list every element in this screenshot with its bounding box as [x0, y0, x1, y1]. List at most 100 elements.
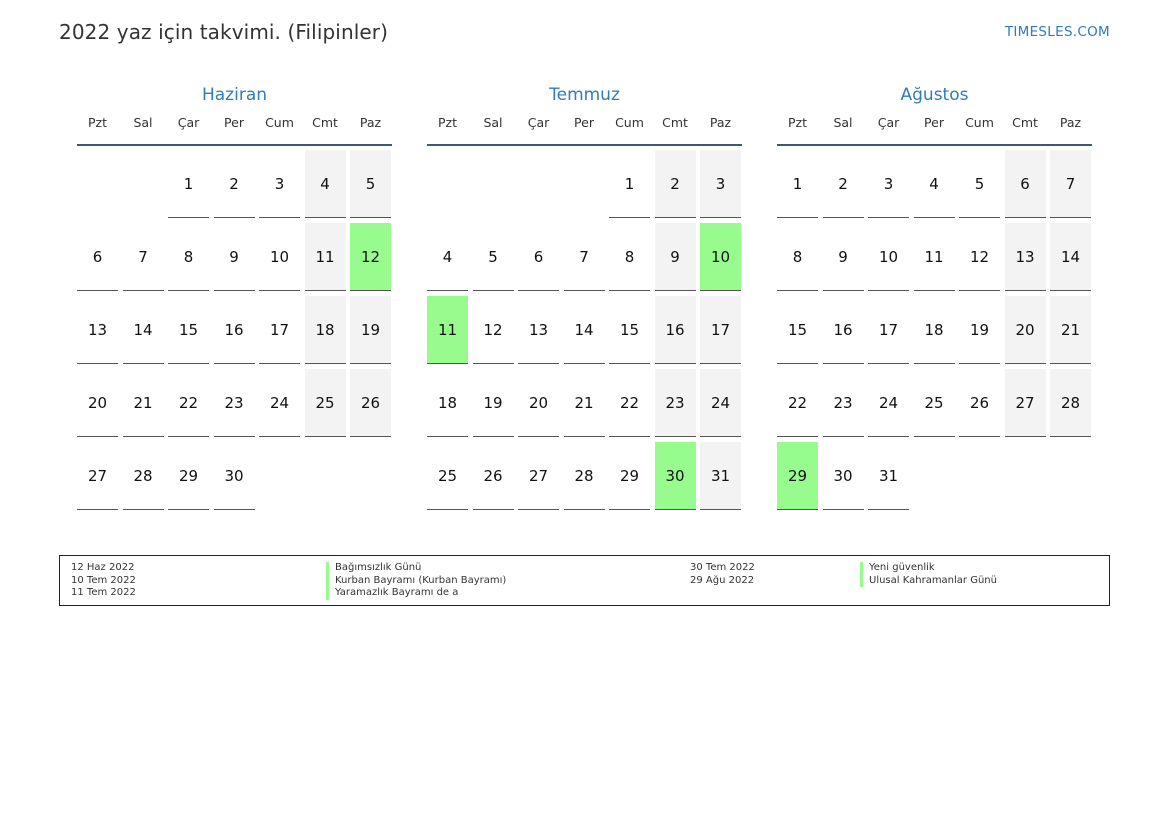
day-cell: 9 [654, 223, 696, 291]
weekday-label: Paz [359, 115, 382, 130]
day-cell: 1 [777, 150, 818, 218]
legend-date: 12 Haz 2022 [71, 562, 135, 573]
day-cell: 27 [1004, 369, 1046, 437]
day-cell: 13 [77, 296, 118, 364]
day-cell: 8 [609, 223, 650, 291]
month-name: Ağustos [900, 85, 969, 105]
day-cell: 4 [913, 150, 955, 218]
holiday-legend: 12 Haz 2022 10 Tem 2022 11 Tem 2022 Bağı… [59, 555, 1110, 606]
weekday-label: Çar [877, 115, 900, 130]
weekday-label: Çar [527, 115, 550, 130]
day-cell: 20 [1004, 296, 1046, 364]
day-cell: 17 [700, 296, 741, 364]
day-cell: 2 [822, 150, 864, 218]
weekday-header: Pzt Sal Çar Per Cum Cmt Paz [77, 114, 392, 146]
day-cell: 30 [822, 442, 864, 510]
day-cell: 28 [122, 442, 164, 510]
weekday-label: Cmt [662, 115, 688, 130]
day-cell: 30 [213, 442, 255, 510]
day-cell: 3 [259, 150, 300, 218]
weekday-header: Pzt Sal Çar Per Cum Cmt Paz [427, 114, 742, 146]
day-cell: 12 [959, 223, 1000, 291]
site-link[interactable]: TIMESLES.COM [1004, 24, 1110, 40]
day-cell: 4 [304, 150, 346, 218]
legend-dates-left: 12 Haz 2022 10 Tem 2022 11 Tem 2022 [71, 562, 136, 600]
day-cell: 12 [472, 296, 514, 364]
weekday-label: Cum [965, 115, 994, 130]
legend-date: 10 Tem 2022 [71, 574, 136, 586]
month-july: Temmuz Pzt Sal Çar Per Cum Cmt Paz 1 2 3 4 5 6 7 8 9 10… [427, 84, 742, 511]
weekday-label: Cum [265, 115, 294, 130]
day-cell: 18 [913, 296, 955, 364]
holiday-day-cell: 12 [350, 223, 391, 291]
holiday-day-cell: 10 [700, 223, 741, 291]
day-cell: 28 [1050, 369, 1091, 437]
day-cell: 6 [518, 223, 559, 291]
day-cell: 11 [304, 223, 346, 291]
weekday-label: Paz [709, 115, 732, 130]
day-cell: 24 [868, 369, 909, 437]
legend-holiday-name: Yaramazlık Bayramı de a [326, 587, 506, 600]
day-cell: 19 [959, 296, 1000, 364]
day-cell: 26 [472, 442, 514, 510]
day-cell: 3 [868, 150, 909, 218]
weekday-label: Cum [615, 115, 644, 130]
day-cell: 29 [609, 442, 650, 510]
day-cell: 31 [700, 442, 741, 510]
day-cell: 19 [472, 369, 514, 437]
day-cell: 5 [350, 150, 391, 218]
day-cell: 23 [822, 369, 864, 437]
weekday-label: Pzt [787, 115, 807, 130]
day-cell: 4 [427, 223, 468, 291]
weekday-label: Sal [483, 115, 503, 130]
holiday-day-cell: 30 [654, 442, 696, 510]
weekday-label: Sal [133, 115, 153, 130]
weekday-label: Pzt [437, 115, 457, 130]
day-cell: 14 [1050, 223, 1091, 291]
day-cell: 16 [213, 296, 255, 364]
day-cell: 15 [777, 296, 818, 364]
weekday-label: Paz [1059, 115, 1082, 130]
day-cell: 17 [868, 296, 909, 364]
weekday-label: Cmt [312, 115, 338, 130]
day-cell: 22 [777, 369, 818, 437]
legend-holiday-name: Kurban Bayramı (Kurban Bayramı) [326, 574, 506, 587]
legend-holiday-name: Ulusal Kahramanlar Günü [860, 574, 997, 587]
day-cell: 21 [122, 369, 164, 437]
weekday-label: Çar [177, 115, 200, 130]
day-cell: 31 [868, 442, 909, 510]
legend-date: 29 Ağu 2022 [690, 574, 755, 586]
day-cell: 13 [1004, 223, 1046, 291]
day-cell: 7 [1050, 150, 1091, 218]
day-cell: 18 [427, 369, 468, 437]
day-cell: 14 [563, 296, 605, 364]
day-cell: 11 [913, 223, 955, 291]
day-cell: 8 [168, 223, 209, 291]
weekday-label: Per [924, 115, 944, 130]
day-cell: 27 [518, 442, 559, 510]
day-cell: 23 [654, 369, 696, 437]
legend-holiday-name: Yeni güvenlik [860, 562, 997, 575]
day-cell: 16 [822, 296, 864, 364]
day-cell: 29 [168, 442, 209, 510]
holiday-day-cell: 29 [777, 442, 818, 510]
month-name: Haziran [201, 85, 268, 105]
day-cell: 24 [259, 369, 300, 437]
legend-dates-right: 30 Tem 2022 29 Ağu 2022 [690, 562, 755, 587]
day-cell: 22 [168, 369, 209, 437]
day-cell: 25 [427, 442, 468, 510]
day-cell: 26 [959, 369, 1000, 437]
day-cell: 1 [609, 150, 650, 218]
day-cell: 7 [563, 223, 605, 291]
day-cell: 2 [213, 150, 255, 218]
weekday-label: Per [224, 115, 244, 130]
day-cell: 10 [868, 223, 909, 291]
day-cell: 7 [122, 223, 164, 291]
day-cell: 23 [213, 369, 255, 437]
day-cell: 5 [472, 223, 514, 291]
day-cell: 6 [77, 223, 118, 291]
day-cell: 20 [77, 369, 118, 437]
day-grid: 1 2 3 4 5 6 7 8 9 10 11 12 13 14 15 16 17 18 19 20 21 22 23 24 2… [427, 146, 742, 511]
